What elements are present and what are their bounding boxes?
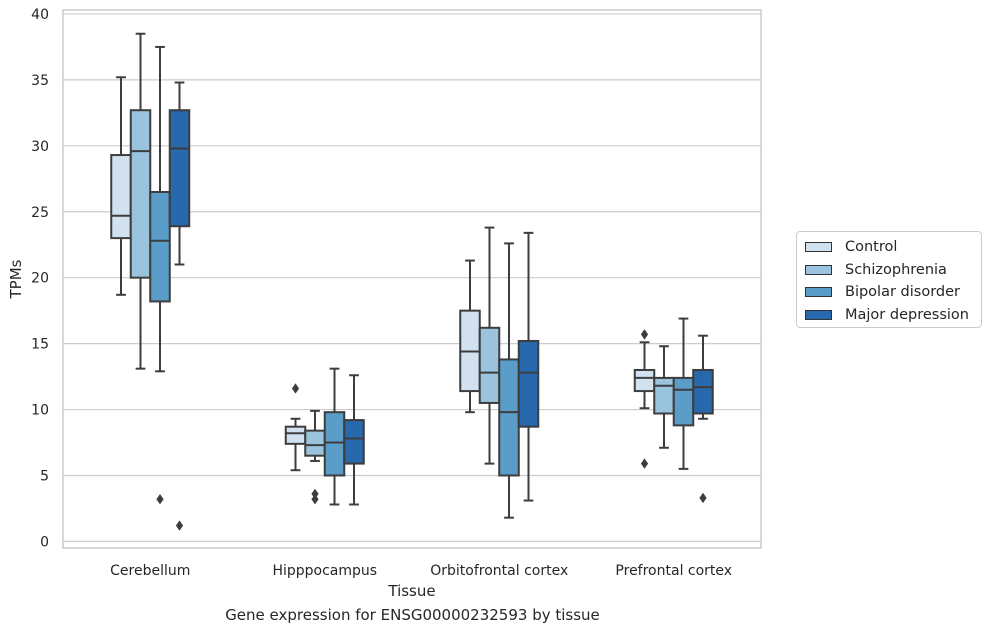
box <box>633 368 656 393</box>
legend-swatch <box>805 309 832 320</box>
legend-label: Bipolar disorder <box>845 284 960 301</box>
box <box>284 425 307 445</box>
box <box>323 411 346 477</box>
box <box>304 429 326 457</box>
legend-swatch <box>805 264 832 275</box>
box <box>517 339 540 428</box>
y-tick-label: 15 <box>31 337 49 353</box>
x-axis-label: Tissue <box>387 582 435 600</box>
box <box>343 419 365 465</box>
box <box>672 376 695 427</box>
y-tick-labels: 0 5 10 15 20 25 30 35 40 <box>31 7 49 550</box>
y-tick-label: 40 <box>31 7 49 23</box>
legend-item: Schizophrenia <box>805 261 947 279</box>
y-axis-label: TPMs <box>7 259 25 299</box>
box <box>653 376 675 415</box>
y-tick-label: 0 <box>40 534 49 550</box>
box <box>149 190 171 303</box>
y-tick-label: 30 <box>31 139 49 155</box>
legend-swatch <box>805 242 832 252</box>
outlier-point <box>640 458 649 469</box>
y-tick-label: 35 <box>31 73 49 89</box>
outlier-point <box>311 488 319 500</box>
box <box>168 109 191 228</box>
x-tick-label: Hipppocampus <box>272 563 377 579</box>
legend-label: Schizophrenia <box>845 261 947 278</box>
box <box>110 154 132 240</box>
box <box>692 368 714 415</box>
outlier-point <box>640 329 649 340</box>
box <box>498 358 520 477</box>
legend: Control Schizophrenia Bipolar disorder Majo… <box>796 231 982 328</box>
box <box>478 326 501 404</box>
legend-item: Control <box>805 238 897 256</box>
y-tick-label: 5 <box>40 468 49 484</box>
chart-caption: Gene expression for ENSG00000232593 by t… <box>225 606 600 624</box>
box <box>129 109 152 279</box>
legend-item: Major depression <box>805 306 969 324</box>
outlier-point <box>699 492 707 504</box>
outlier-point <box>291 383 300 394</box>
y-tick-label: 25 <box>31 205 49 221</box>
y-tick-label: 10 <box>31 403 49 419</box>
x-tick-label: Orbitofrontal cortex <box>430 563 568 579</box>
outlier-point <box>175 520 184 531</box>
outlier-point <box>156 494 164 505</box>
legend-label: Major depression <box>845 306 969 323</box>
legend-label: Control <box>845 239 898 255</box>
x-tick-labels: Cerebellum Hipppocampus Orbitofrontal cort… <box>110 563 732 579</box>
legend-item: Bipolar disorder <box>805 283 960 301</box>
box-series <box>110 32 714 531</box>
y-tick-label: 20 <box>31 271 49 287</box>
plot-frame <box>62 9 762 549</box>
x-tick-label: Cerebellum <box>110 563 190 579</box>
legend-swatch <box>805 287 832 298</box>
outlier-point <box>311 494 319 505</box>
x-tick-label: Prefrontal cortex <box>615 563 732 579</box>
